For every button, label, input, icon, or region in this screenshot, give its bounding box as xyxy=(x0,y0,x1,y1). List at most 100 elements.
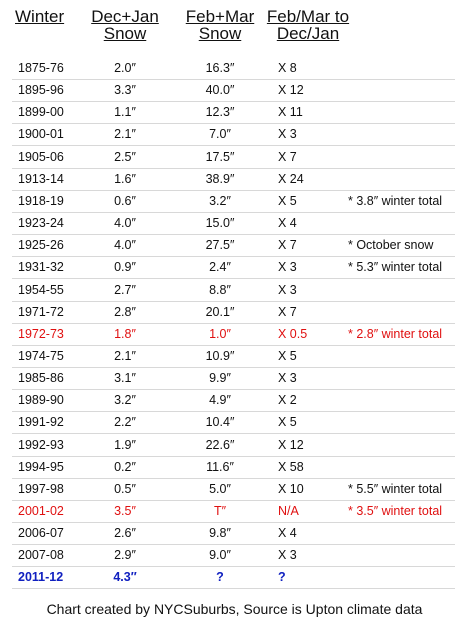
table-cell: * 2.8″ winter total xyxy=(348,326,443,341)
table-cell: X 10 xyxy=(278,481,304,496)
table-cell: ? xyxy=(278,570,286,585)
table-row: 2006-07 2.6″ 9.8″ X 4 xyxy=(12,522,455,546)
table-cell: 12.3″ xyxy=(205,105,235,120)
table-cell: X 8 xyxy=(278,61,297,75)
table-cell: X 12 xyxy=(278,83,304,98)
table-cell: 1991-92 xyxy=(18,415,64,430)
table-cell: 1971-72 xyxy=(18,304,64,319)
table-cell: 3.2″ xyxy=(209,193,231,208)
table-cell: 9.0″ xyxy=(209,548,231,563)
table-cell: 8.8″ xyxy=(209,282,231,297)
table-cell: 20.1″ xyxy=(205,304,235,319)
table-cell: 3.5″ xyxy=(114,504,136,518)
table-cell: 2.1″ xyxy=(114,348,136,363)
table-cell: 15.0″ xyxy=(205,216,235,231)
table-cell: 1913-14 xyxy=(18,171,64,186)
table-row: 1918-19 0.6″ 3.2″ X 5 * 3.8″ winter total xyxy=(12,190,455,213)
table-cell: X 24 xyxy=(278,171,304,186)
table-cell: 10.4″ xyxy=(205,415,235,430)
table-cell: 2006-07 xyxy=(18,526,64,541)
table-row: 1905-06 2.5″ 17.5″ X 7 xyxy=(12,146,455,169)
table-cell: 1994-95 xyxy=(18,459,64,474)
table-cell: T″ xyxy=(213,504,227,518)
header-cell: Winter xyxy=(15,7,65,26)
table-cell: 1992-93 xyxy=(18,437,64,452)
table-row: 1913-14 1.6″ 38.9″ X 24 xyxy=(12,168,455,191)
table-cell: 4.0″ xyxy=(114,216,136,231)
table-cell: * 3.5″ winter total xyxy=(348,504,443,518)
table-cell: X 3 xyxy=(278,548,297,563)
table-cell: 2.6″ xyxy=(114,526,136,541)
table-cell: * October snow xyxy=(348,238,434,253)
table-row: 2007-08 2.9″ 9.0″ X 3 xyxy=(12,544,455,568)
table-cell: X 5 xyxy=(278,415,297,430)
table-row: 1991-92 2.2″ 10.4″ X 5 xyxy=(12,411,455,435)
table-cell: 1974-75 xyxy=(18,348,64,363)
table-cell: 2.8″ xyxy=(114,304,136,319)
table-cell: 1.9″ xyxy=(114,437,136,452)
table-cell: 1900-01 xyxy=(18,127,64,142)
table-cell: X 5 xyxy=(278,348,297,363)
table-cell: X 7 xyxy=(278,149,297,164)
table-cell: 1.0″ xyxy=(209,326,231,341)
table-cell: 2011-12 xyxy=(18,570,64,585)
table-cell: 1.8″ xyxy=(114,326,136,341)
table-cell: 1899-00 xyxy=(18,105,64,120)
table-cell: 9.8″ xyxy=(209,526,231,541)
table-cell: 5.0″ xyxy=(209,481,231,496)
table-cell: X 0.5 xyxy=(278,326,308,341)
table-cell: ? xyxy=(216,570,224,585)
table-row: 1971-72 2.8″ 20.1″ X 7 xyxy=(12,301,455,324)
table-cell: 2.7″ xyxy=(114,282,136,297)
table-cell: 4.0″ xyxy=(114,238,136,253)
table-cell: X 3 xyxy=(278,127,297,142)
table-cell: X 12 xyxy=(278,437,304,452)
table-cell: X 7 xyxy=(278,238,297,253)
table-row: 2001-02 3.5″ T″ N/A * 3.5″ winter total xyxy=(12,500,455,523)
table-cell: X 58 xyxy=(278,459,304,474)
header-cell: Feb+Mar Snow xyxy=(185,7,255,43)
table-cell: X 3 xyxy=(278,371,297,386)
table-cell: 1875-76 xyxy=(18,61,64,75)
table-row: 1994-95 0.2″ 11.6″ X 58 xyxy=(12,456,455,479)
table-cell: 1997-98 xyxy=(18,481,64,496)
table-row: 1925-26 4.0″ 27.5″ X 7 * October snow xyxy=(12,234,455,258)
table-cell: 2.4″ xyxy=(209,260,231,275)
table-row: 1900-01 2.1″ 7.0″ X 3 xyxy=(12,123,455,147)
table-row: 1997-98 0.5″ 5.0″ X 10 * 5.5″ winter total xyxy=(12,478,455,501)
table-cell: X 5 xyxy=(278,193,297,208)
table-cell: 17.5″ xyxy=(205,149,235,164)
table-cell: 7.0″ xyxy=(209,127,231,142)
table-cell: * 3.8″ winter total xyxy=(348,193,443,208)
table-cell: X 3 xyxy=(278,260,297,275)
table-cell: 4.3″ xyxy=(113,570,137,585)
table-cell: 1895-96 xyxy=(18,83,64,98)
table-cell: 0.9″ xyxy=(114,260,136,275)
table-cell: 1989-90 xyxy=(18,393,64,408)
table-cell: X 2 xyxy=(278,393,297,408)
header-cell: Feb/Mar to Dec/Jan xyxy=(266,7,350,43)
table-cell: 3.3″ xyxy=(114,83,136,98)
table-cell: 2007-08 xyxy=(18,548,64,563)
table-row: 2011-12 4.3″?? xyxy=(12,566,455,590)
table-cell: N/A xyxy=(278,504,299,518)
table-cell: X 4 xyxy=(278,526,297,541)
table-cell: 0.6″ xyxy=(114,193,136,208)
table-cell: * 5.3″ winter total xyxy=(348,260,443,275)
footer: Chart created by NYCSuburbs, Source is U… xyxy=(46,601,423,617)
table-cell: 4.9″ xyxy=(209,393,231,408)
table-cell: 1905-06 xyxy=(18,149,64,164)
table-cell: X 3 xyxy=(278,282,297,297)
table-cell: X 7 xyxy=(278,304,297,319)
table-cell: 1972-73 xyxy=(18,326,64,341)
table-cell: 1923-24 xyxy=(18,216,64,231)
table-cell: 1931-32 xyxy=(18,260,64,275)
table-cell: X 11 xyxy=(278,105,303,120)
table-cell: 3.2″ xyxy=(114,393,136,408)
table-cell: 27.5″ xyxy=(205,238,235,253)
table-cell: 0.2″ xyxy=(114,459,136,474)
table-row: 1899-00 1.1″ 12.3″ X 11 xyxy=(12,101,455,125)
table-cell: 11.6″ xyxy=(206,459,234,474)
table-row: 1895-96 3.3″ 40.0″ X 12 xyxy=(12,79,455,103)
